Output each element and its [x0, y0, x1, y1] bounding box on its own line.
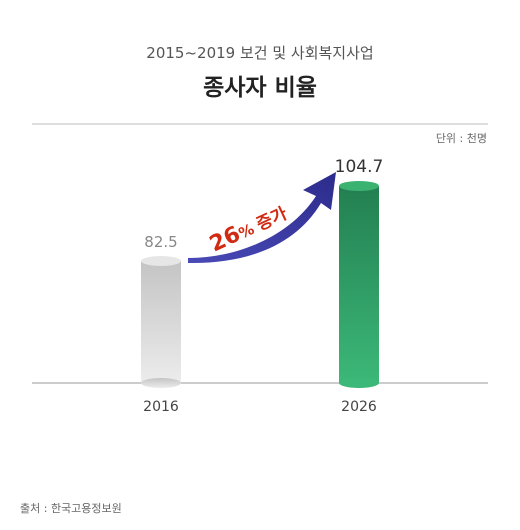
category-label-2016: 2016 — [143, 399, 179, 415]
value-label-2026: 104.7 — [335, 157, 384, 177]
chart-subtitle: 2015~2019 보건 및 사회복지사업 — [146, 44, 373, 62]
bar-2026 — [339, 180, 379, 388]
growth-percent-sign: % — [236, 220, 257, 243]
unit-label: 단위 : 천명 — [436, 131, 487, 145]
category-label-2026: 2026 — [341, 399, 377, 415]
growth-arrow — [188, 172, 336, 264]
value-label-2016: 82.5 — [144, 233, 177, 251]
source-note: 출처 : 한국고용정보원 — [20, 502, 122, 515]
chart-title: 종사자 비율 — [203, 75, 317, 101]
bar-2016 — [141, 256, 181, 388]
